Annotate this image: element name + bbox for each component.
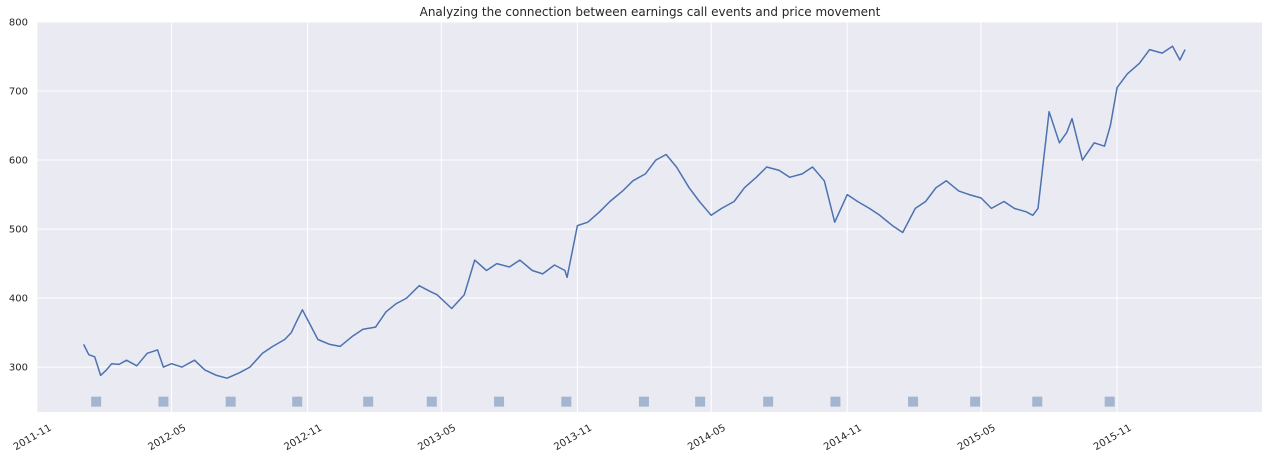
earnings-event-marker — [695, 396, 706, 407]
x-tick-label: 2014-11 — [822, 423, 864, 453]
y-tick-label: 500 — [9, 225, 28, 236]
y-tick-label: 400 — [9, 294, 28, 305]
grid-lines — [36, 21, 1262, 412]
y-tick-label: 700 — [9, 87, 28, 98]
y-tick-label: 300 — [9, 363, 28, 374]
earnings-event-marker — [1104, 396, 1115, 407]
x-tick-label: 2011-11 — [12, 423, 54, 453]
earnings-event-marker — [158, 396, 169, 407]
x-tick-label: 2015-11 — [1092, 423, 1134, 453]
price-line — [82, 45, 1186, 379]
earnings-event-marker — [908, 396, 919, 407]
earnings-event-marker — [763, 396, 774, 407]
earnings-event-marker — [292, 396, 303, 407]
x-axis-ticks: 2011-11 2012-05 2012-11 2013-05 2013-11 2014-… — [12, 423, 1134, 453]
earnings-event-marker — [363, 396, 374, 407]
price-series — [82, 45, 1186, 379]
x-tick-label: 2012-05 — [146, 423, 188, 453]
chart-title: Analyzing the connection between earning… — [420, 5, 881, 19]
earnings-event-marker — [970, 396, 981, 407]
x-tick-label: 2013-05 — [416, 423, 458, 453]
x-tick-label: 2013-11 — [552, 423, 594, 453]
earnings-event-marker — [494, 396, 505, 407]
y-tick-label: 600 — [9, 156, 28, 167]
x-tick-label: 2015-05 — [956, 423, 998, 453]
x-tick-label: 2014-05 — [686, 423, 728, 453]
earnings-event-marker — [638, 396, 649, 407]
earnings-event-marker — [561, 396, 572, 407]
plot-area — [37, 22, 1262, 412]
y-axis-ticks: 300 400 500 600 700 800 — [9, 18, 28, 374]
earnings-event-marker — [830, 396, 841, 407]
earnings-event-markers — [91, 396, 1115, 407]
earnings-event-marker — [426, 396, 437, 407]
earnings-event-marker — [1032, 396, 1043, 407]
x-tick-label: 2012-11 — [282, 423, 324, 453]
y-tick-label: 800 — [9, 18, 28, 29]
earnings-event-marker — [225, 396, 236, 407]
earnings-event-marker — [91, 396, 102, 407]
